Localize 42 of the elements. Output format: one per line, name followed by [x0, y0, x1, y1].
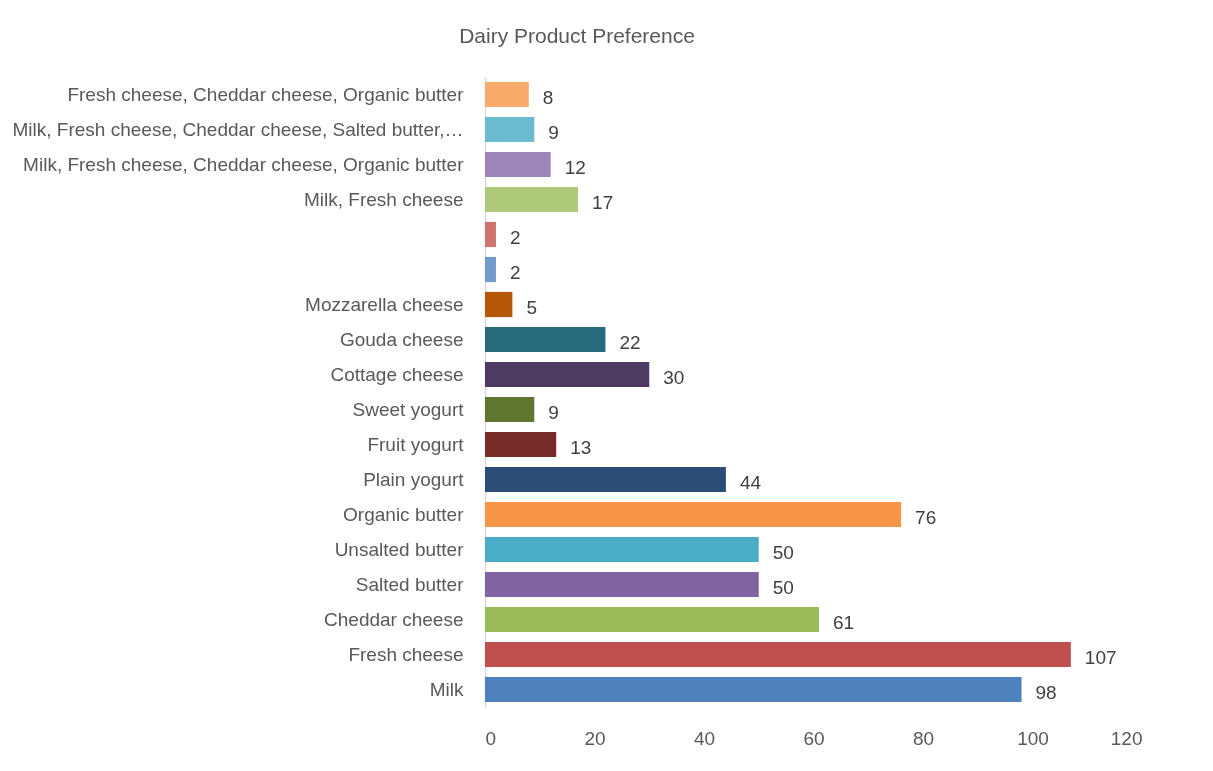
y-tick-label: Sweet yogurt: [352, 398, 465, 420]
data-label: 5: [526, 296, 537, 318]
data-label: 9: [548, 121, 559, 143]
data-label: 2: [509, 261, 521, 283]
y-tick-label: Fruit yogurt: [367, 433, 465, 455]
y-tick-label: Plain yogurt: [363, 468, 465, 490]
data-label: 61: [832, 611, 855, 633]
y-tick-label: Milk, Fresh cheese, Cheddar cheese, Salted butter,…: [12, 118, 464, 140]
y-tick-label: Milk: [429, 678, 464, 700]
y-tick-label: Unsalted butter: [334, 538, 465, 560]
data-label: 8: [542, 86, 554, 108]
data-label: 17: [592, 191, 614, 213]
y-tick-label: Milk, Fresh cheese, Cheddar cheese, Organic butter: [23, 153, 465, 175]
y-tick-label: Fresh cheese, Cheddar cheese, Organic butter: [67, 83, 465, 105]
y-tick-label: Cheddar cheese: [324, 608, 464, 630]
data-label: 2: [509, 226, 521, 248]
data-label: 12: [564, 156, 586, 178]
y-tick-label: Gouda cheese: [339, 328, 464, 350]
y-tick-label: Organic butter: [343, 503, 465, 525]
x-tick-label: 100: [1017, 727, 1049, 749]
y-tick-label: Salted butter: [355, 573, 465, 595]
x-tick-label: 0: [485, 727, 497, 749]
data-label: 44: [739, 471, 762, 493]
x-tick-label: 40: [693, 727, 716, 749]
data-label: 76: [915, 506, 937, 528]
y-tick-label: Fresh cheese: [348, 643, 464, 665]
data-label: 22: [619, 331, 641, 353]
x-tick-label: 120: [1110, 727, 1143, 749]
chart-title: Dairy Product Preference: [459, 24, 695, 47]
data-label: 50: [772, 541, 794, 563]
data-label: 30: [663, 366, 685, 388]
y-tick-label: Milk, Fresh cheese: [304, 188, 464, 210]
x-tick-label: 80: [912, 727, 935, 749]
data-label: 50: [772, 576, 794, 598]
data-label: 9: [548, 401, 559, 423]
x-tick-label: 20: [584, 727, 606, 749]
y-tick-label: Mozzarella cheese: [305, 293, 464, 315]
x-tick-label: 60: [803, 727, 825, 749]
data-label: 98: [1035, 681, 1057, 703]
y-tick-label: Cottage cheese: [330, 363, 464, 385]
data-label: 13: [570, 436, 592, 458]
data-label: 107: [1084, 646, 1117, 668]
